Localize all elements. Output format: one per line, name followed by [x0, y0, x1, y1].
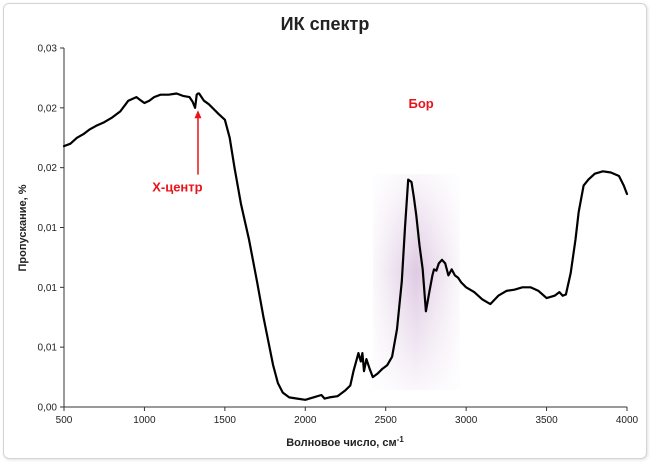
y-axis-label: Пропускание, %	[17, 184, 29, 271]
x-axis-label: Волновое число, см-1	[286, 435, 404, 450]
x-tick-label: 2500	[375, 415, 398, 426]
highlight-band-fade	[372, 174, 460, 390]
x-tick-label: 1000	[133, 415, 156, 426]
chart-frame	[3, 3, 647, 459]
x-tick-label: 1500	[214, 415, 237, 426]
x-tick-label: 4000	[616, 415, 639, 426]
x-tick-label: 3500	[535, 415, 558, 426]
annotation-label: Бор	[408, 96, 433, 111]
y-tick-label: 0,02	[38, 163, 58, 174]
y-tick-label: 0,01	[38, 223, 58, 234]
y-tick-label: 0,03	[38, 44, 58, 55]
spectrum-line	[62, 92, 629, 401]
y-tick-label: 0,02	[38, 103, 58, 114]
x-tick-label: 500	[56, 415, 73, 426]
x-tick-label: 3000	[455, 415, 478, 426]
annotation-arrow-head	[194, 110, 202, 119]
y-tick-label: 0,00	[38, 403, 58, 414]
y-tick-label: 0,01	[38, 283, 58, 294]
y-tick-label: 0,01	[38, 343, 58, 354]
chart-title: ИК спектр	[281, 14, 370, 34]
x-tick-label: 2000	[294, 415, 317, 426]
annotation-label: Х-центр	[152, 180, 202, 195]
